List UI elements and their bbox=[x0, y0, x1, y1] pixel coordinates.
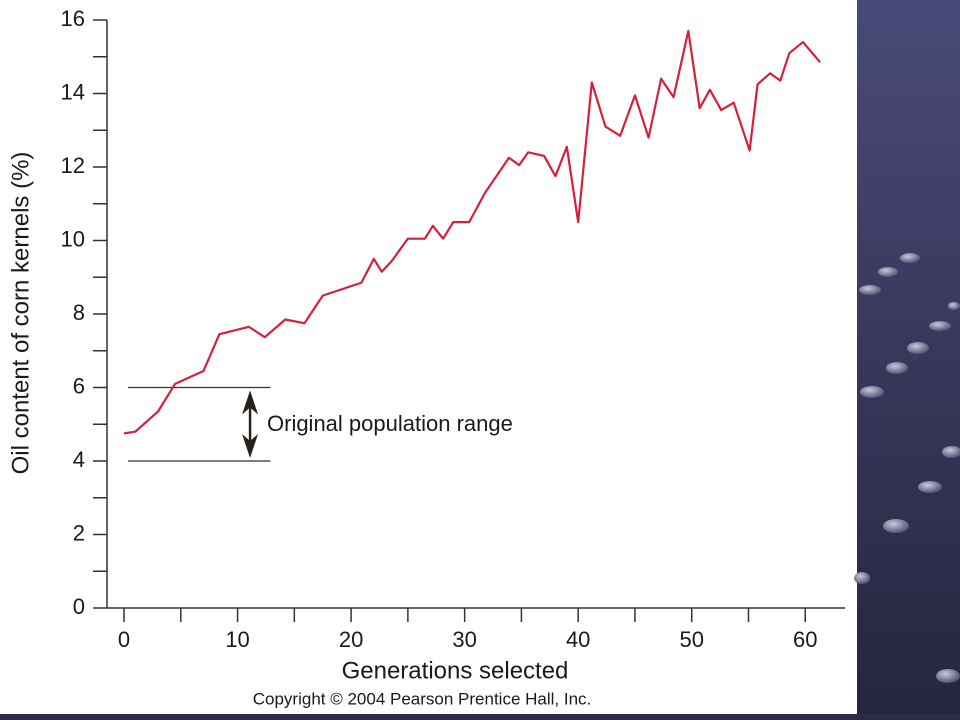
side-panel bbox=[857, 0, 960, 720]
y-tick-label: 6 bbox=[73, 373, 85, 398]
x-tick-label: 20 bbox=[339, 627, 363, 652]
bottom-bar bbox=[0, 714, 960, 720]
y-tick-label: 8 bbox=[73, 300, 85, 325]
x-axis-label: Generations selected bbox=[342, 657, 569, 684]
y-tick-label: 14 bbox=[61, 79, 85, 104]
x-tick-label: 30 bbox=[452, 627, 476, 652]
range-arrow-head bbox=[242, 434, 259, 458]
range-arrow-head bbox=[242, 390, 259, 415]
x-tick-label: 40 bbox=[566, 627, 590, 652]
y-tick-label: 16 bbox=[61, 6, 85, 31]
y-tick-label: 10 bbox=[61, 226, 85, 251]
y-tick-label: 2 bbox=[73, 520, 85, 545]
y-axis-label: Oil content of corn kernels (%) bbox=[7, 152, 34, 475]
y-tick-label: 12 bbox=[61, 153, 85, 178]
annotation-text: Original population range bbox=[267, 411, 513, 436]
copyright: Copyright © 2004 Pearson Prentice Hall, … bbox=[253, 689, 592, 708]
decor-dots bbox=[854, 253, 960, 683]
data-line bbox=[123, 29, 821, 435]
y-tick-label: 0 bbox=[73, 594, 85, 619]
y-tick-label: 4 bbox=[73, 447, 85, 472]
x-tick-label: 60 bbox=[793, 627, 817, 652]
x-tick-label: 10 bbox=[225, 627, 249, 652]
x-tick-label: 50 bbox=[679, 627, 703, 652]
x-tick-label: 0 bbox=[118, 627, 130, 652]
